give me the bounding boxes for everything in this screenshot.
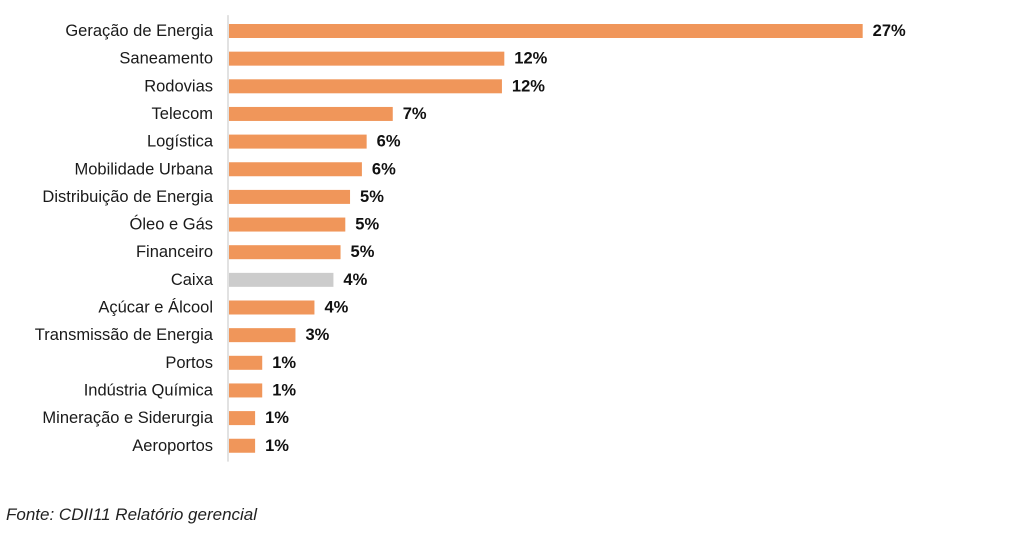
category-labels: Geração de Energia Saneamento Rodovias Tele…	[35, 22, 214, 455]
bar-distribuicao-de-energia	[229, 189, 351, 204]
category-label-logistica: Logística	[147, 133, 214, 151]
category-label-mineracao-e-siderurgia: Mineração e Siderurgia	[42, 409, 213, 427]
value-label-mobilidade-urbana: 6%	[372, 160, 396, 178]
value-label-logistica: 6%	[377, 133, 401, 151]
bar-caixa	[229, 272, 334, 287]
value-label-distribuicao-de-energia: 5%	[360, 188, 384, 206]
value-label-transmissao-de-energia: 3%	[305, 326, 329, 344]
bar-mineracao-e-siderurgia	[229, 411, 256, 426]
bar-transmissao-de-energia	[229, 328, 296, 343]
bar-financeiro	[229, 245, 341, 260]
category-label-portos: Portos	[165, 354, 213, 372]
value-label-saneamento: 12%	[514, 50, 547, 68]
category-label-oleo-e-gas: Óleo e Gás	[130, 215, 213, 234]
value-label-caixa: 4%	[343, 271, 367, 289]
value-label-rodovias: 12%	[512, 77, 545, 95]
value-label-industria-quimica: 1%	[272, 381, 296, 399]
bars-layer	[229, 24, 863, 453]
value-label-acucar-e-alcool: 4%	[324, 299, 348, 317]
value-label-aeroportos: 1%	[265, 437, 289, 455]
bar-logistica	[229, 134, 367, 149]
category-label-rodovias: Rodovias	[144, 77, 213, 95]
bar-geracao-de-energia	[229, 24, 863, 38]
bar-portos	[229, 355, 263, 370]
category-label-distribuicao-de-energia: Distribuição de Energia	[42, 188, 213, 206]
value-label-telecom: 7%	[403, 105, 427, 123]
category-label-geracao-de-energia: Geração de Energia	[65, 22, 214, 40]
bar-mobilidade-urbana	[229, 162, 362, 177]
value-labels: 27%12%12%7%6%6%5%5%5%4%4%3%1%1%1%1%	[265, 22, 906, 455]
category-label-financeiro: Financeiro	[136, 243, 213, 261]
bar-aeroportos	[229, 438, 256, 453]
value-label-mineracao-e-siderurgia: 1%	[265, 409, 289, 427]
bar-rodovias	[229, 79, 502, 94]
bar-saneamento	[229, 51, 505, 66]
bar-industria-quimica	[229, 383, 263, 398]
bar-oleo-e-gas	[229, 217, 346, 232]
category-label-transmissao-de-energia: Transmissão de Energia	[35, 326, 214, 344]
category-label-saneamento: Saneamento	[119, 50, 213, 68]
category-label-aeroportos: Aeroportos	[132, 437, 213, 455]
value-label-financeiro: 5%	[351, 243, 375, 261]
value-label-portos: 1%	[272, 354, 296, 372]
category-label-mobilidade-urbana: Mobilidade Urbana	[74, 160, 213, 178]
value-label-geracao-de-energia: 27%	[873, 22, 906, 40]
category-label-acucar-e-alcool: Açúcar e Álcool	[98, 298, 213, 317]
value-label-oleo-e-gas: 5%	[355, 216, 379, 234]
bar-telecom	[229, 106, 393, 121]
bar-acucar-e-alcool	[229, 300, 315, 315]
source-note: Fonte: CDII11 Relatório gerencial	[6, 505, 258, 524]
category-label-industria-quimica: Indústria Química	[84, 381, 214, 399]
category-label-caixa: Caixa	[171, 271, 214, 289]
category-label-telecom: Telecom	[152, 105, 213, 123]
